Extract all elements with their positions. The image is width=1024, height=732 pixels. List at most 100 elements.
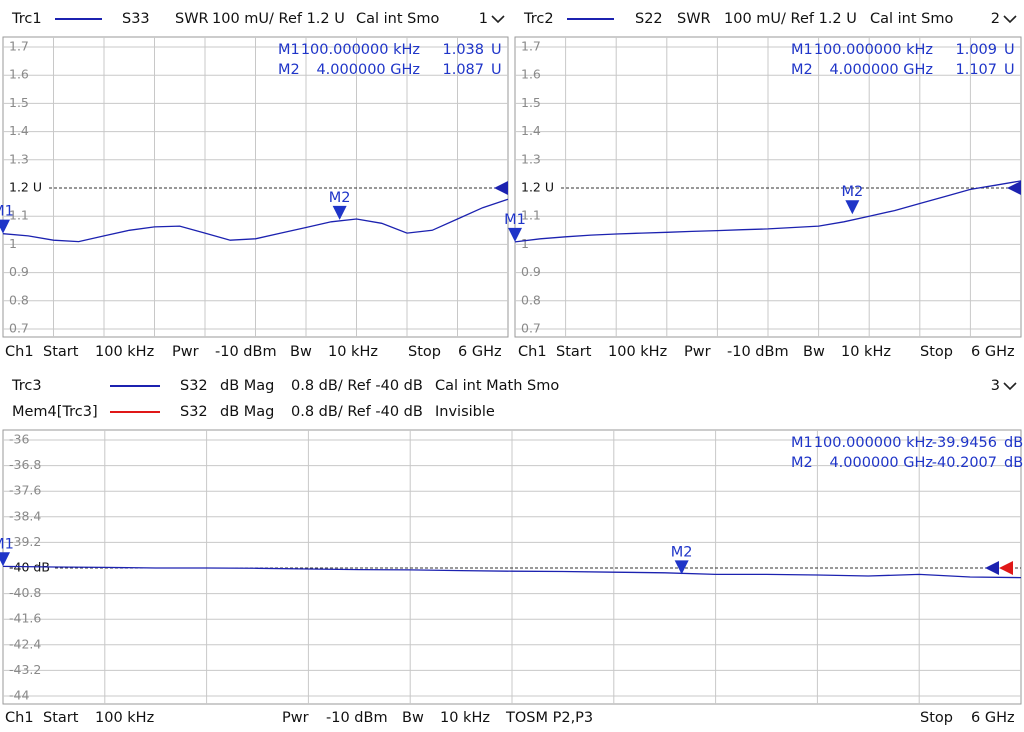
footer-item: -10 dBm — [727, 344, 789, 360]
trace-info: Cal int Math Smo — [435, 378, 559, 394]
trace-param: S32 — [180, 378, 208, 394]
y-tick-label: 1.4 — [521, 123, 541, 138]
window-menu-chevron[interactable] — [1003, 382, 1017, 391]
y-tick-label: 0.8 — [521, 292, 541, 307]
marker-triangle — [508, 227, 522, 242]
footer-item: Start — [43, 710, 79, 726]
marker-table-value: 1.087 — [442, 62, 484, 78]
footer-item: Ch1 — [518, 344, 547, 360]
marker-table-name: M1 — [791, 435, 813, 451]
footer-item: Start — [556, 344, 592, 360]
footer-item: -10 dBm — [326, 710, 388, 726]
y-tick-label: 0.9 — [9, 264, 29, 279]
trace-line — [2, 565, 1022, 579]
channel-panel: Trc2 S22 SWR 100 mU/ Ref 1.2 U Cal int Smo 2 1… — [504, 11, 1022, 360]
y-tick-label: 1.5 — [9, 95, 29, 110]
marker-table-unit: dB — [1004, 435, 1023, 451]
y-tick-label: -36 — [9, 432, 29, 447]
y-tick-label: 1.4 — [9, 123, 29, 138]
marker-label: M1 — [0, 536, 14, 552]
trace-format: SWR — [677, 11, 711, 27]
marker-table-value: 1.009 — [955, 42, 997, 58]
window-number: 2 — [991, 11, 1000, 27]
marker-table-stimulus: 4.000000 GHz — [316, 62, 420, 78]
trace-format: dB Mag — [220, 404, 274, 420]
marker-label: M1 — [504, 212, 526, 228]
marker-table-unit: dB — [1004, 455, 1023, 471]
footer-item: Start — [43, 344, 79, 360]
marker-table-name: M1 — [278, 42, 300, 58]
marker-triangle — [332, 205, 347, 220]
trace-scale: 100 mU/ Ref 1.2 U — [724, 11, 857, 27]
marker-table-unit: U — [491, 62, 502, 78]
marker-table-stimulus: 100.000000 kHz — [301, 42, 420, 58]
marker-label: M2 — [841, 184, 863, 200]
trace-line — [2, 198, 509, 243]
y-tick-label: 1.6 — [9, 67, 29, 82]
y-tick-label: -39.2 — [9, 534, 41, 549]
marker-table-name: M1 — [791, 42, 813, 58]
footer-item: 100 kHz — [608, 344, 667, 360]
marker-table-name: M2 — [278, 62, 300, 78]
marker-triangle — [674, 560, 689, 575]
trace-info: Cal int Smo — [356, 11, 439, 27]
trace-info: Cal int Smo — [870, 11, 953, 27]
y-tick-label: 1.1 — [9, 208, 29, 223]
window-number: 3 — [991, 378, 1000, 394]
footer-item: Bw — [803, 344, 825, 360]
y-tick-label: -44 — [9, 688, 29, 703]
y-tick-label: -36.8 — [9, 457, 41, 472]
channel-panel: Trc1 S33 SWR 100 mU/ Ref 1.2 U Cal int Smo 1 1… — [0, 11, 509, 360]
marker-table-value: 1.107 — [955, 62, 997, 78]
trace-format: SWR — [175, 11, 209, 27]
marker-table-stimulus: 4.000000 GHz — [829, 62, 933, 78]
trace-name: Trc3 — [11, 378, 42, 394]
y-tick-label: 0.9 — [521, 264, 541, 279]
trace-param: S33 — [122, 11, 150, 27]
marker-label: M1 — [0, 204, 14, 220]
y-tick-label: 1.7 — [9, 39, 29, 54]
footer-item: Pwr — [684, 344, 711, 360]
footer-item: Stop — [408, 344, 441, 360]
footer-item: Pwr — [282, 710, 309, 726]
footer-item: 6 GHz — [971, 344, 1015, 360]
y-tick-label: 1.1 — [521, 208, 541, 223]
y-tick-label: -38.4 — [9, 508, 41, 523]
marker-table-value: -40.2007 — [932, 455, 997, 471]
footer-item: Stop — [920, 344, 953, 360]
trace-param: S32 — [180, 404, 208, 420]
y-tick-label: 1.2 U — [9, 180, 42, 195]
footer-item: 6 GHz — [458, 344, 502, 360]
footer-item: Pwr — [172, 344, 199, 360]
window-number: 1 — [479, 11, 488, 27]
y-tick-label: 1.6 — [521, 67, 541, 82]
trace-name: Trc1 — [11, 11, 42, 27]
footer-item: Stop — [920, 710, 953, 726]
marker-table-name: M2 — [791, 62, 813, 78]
footer-item: Ch1 — [5, 710, 34, 726]
y-tick-label: 1.2 U — [521, 180, 554, 195]
trace-info: Invisible — [435, 404, 495, 420]
trace-name: Trc2 — [523, 11, 554, 27]
marker-triangle — [0, 219, 10, 234]
trace-scale: 0.8 dB/ Ref -40 dB — [291, 404, 423, 420]
window-menu-chevron[interactable] — [1003, 15, 1017, 24]
y-tick-label: -37.6 — [9, 483, 41, 498]
y-tick-label: 1.7 — [521, 39, 541, 54]
marker-table-stimulus: 100.000000 kHz — [814, 42, 933, 58]
y-tick-label: -41.6 — [9, 611, 41, 626]
trace-scale: 0.8 dB/ Ref -40 dB — [291, 378, 423, 394]
marker-table-name: M2 — [791, 455, 813, 471]
trace-param: S22 — [635, 11, 663, 27]
trace-format: dB Mag — [220, 378, 274, 394]
channel-panel: Trc3 S32 dB Mag 0.8 dB/ Ref -40 dB Cal int M… — [0, 378, 1023, 726]
footer-item: TOSM P2,P3 — [505, 710, 593, 726]
window-menu-chevron[interactable] — [491, 15, 505, 24]
footer-item: 10 kHz — [328, 344, 378, 360]
footer-item: 10 kHz — [841, 344, 891, 360]
marker-table-unit: U — [491, 42, 502, 58]
reference-arrow — [1007, 181, 1021, 195]
y-tick-label: 1 — [521, 236, 529, 251]
